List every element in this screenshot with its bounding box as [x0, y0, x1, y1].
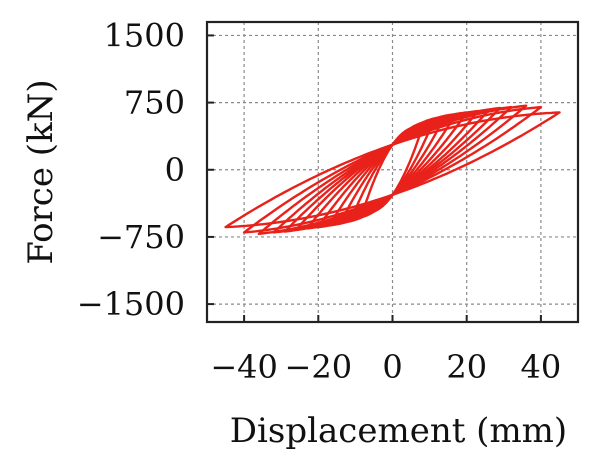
x-tick-label: 40 [521, 348, 562, 386]
axis-ticks: −40 −20 0 20 40 1500 750 0 −750 −1500 [77, 16, 562, 386]
grid [207, 22, 578, 322]
x-tick-label: −40 [210, 348, 278, 386]
x-axis-title: Displacement (mm) [230, 411, 567, 451]
y-tick-label: 0 [165, 151, 185, 189]
y-tick-label: −750 [97, 218, 185, 256]
x-tick-label: −20 [285, 348, 353, 386]
y-tick-label: 1500 [104, 16, 185, 54]
hysteresis-loop [224, 111, 561, 229]
x-tick-label: 20 [446, 348, 487, 386]
hysteresis-loop [257, 104, 528, 235]
y-tick-label: −1500 [77, 285, 185, 323]
hysteresis-loops [224, 104, 561, 235]
hysteresis-loop [242, 105, 543, 234]
x-tick-label: 0 [382, 348, 402, 386]
y-tick-label: 750 [124, 84, 185, 122]
y-axis-title: Force (kN) [21, 79, 61, 264]
